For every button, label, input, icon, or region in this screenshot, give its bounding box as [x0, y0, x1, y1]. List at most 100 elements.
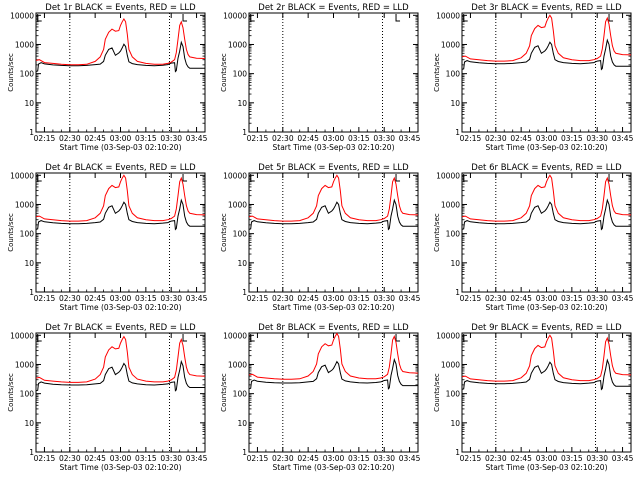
- x-tick-label: 02:45: [84, 294, 106, 303]
- x-axis-title: Start Time (03-Sep-03 02:10:20): [60, 303, 182, 312]
- lld-series-line: [35, 18, 206, 66]
- events-series-line: [35, 198, 205, 231]
- x-tick-label: 03:30: [373, 454, 395, 463]
- panel-title: Det 6r BLACK = Events, RED = LLD: [471, 163, 622, 173]
- corner-marker: [182, 334, 188, 342]
- x-tick-label: 02:45: [84, 454, 106, 463]
- lld-series-line: [248, 332, 419, 380]
- x-tick-label: 02:30: [59, 134, 81, 143]
- x-tick-label: 02:15: [460, 454, 482, 463]
- panel-7: Det 7r BLACK = Events, RED = LLD 1 10 100 10…: [7, 323, 208, 472]
- x-tick-label: 02:30: [485, 134, 507, 143]
- plot-frame: [35, 172, 206, 293]
- y-tick-label: 10: [450, 419, 460, 428]
- x-tick-label: 03:30: [160, 294, 182, 303]
- y-tick-label: 10: [24, 99, 34, 108]
- x-tick-label: 02:30: [59, 454, 81, 463]
- lld-series-line: [248, 174, 419, 222]
- y-tick-label: 10: [450, 99, 460, 108]
- x-tick-label: 02:15: [247, 454, 269, 463]
- corner-marker: [608, 174, 614, 182]
- y-tick-label: 1: [29, 288, 34, 297]
- x-tick-label: 03:15: [348, 294, 370, 303]
- panel-title: Det 4r BLACK = Events, RED = LLD: [45, 163, 196, 173]
- x-tick-label: 02:45: [510, 294, 532, 303]
- plot-frame: [35, 332, 206, 453]
- corner-marker: [37, 334, 42, 342]
- y-axis-title: Counts/sec: [7, 53, 15, 92]
- panel-2: Det 2r BLACK = Events, RED = LLD 1 10 100 10…: [220, 3, 421, 152]
- plot-frame: [248, 172, 419, 293]
- y-tick-label: 1: [455, 288, 460, 297]
- y-axis-title: Counts/sec: [220, 213, 228, 252]
- x-tick-label: 03:45: [399, 454, 421, 463]
- x-tick-label: 02:30: [485, 454, 507, 463]
- plot-frame: [248, 12, 419, 133]
- x-axis-title: Start Time (03-Sep-03 02:10:20): [273, 463, 395, 472]
- x-tick-label: 02:45: [297, 294, 319, 303]
- y-tick-label: 100: [446, 390, 461, 399]
- y-tick-label: 1: [242, 288, 247, 297]
- x-tick-label: 03:15: [135, 454, 157, 463]
- corner-marker: [182, 174, 188, 182]
- x-tick-label: 03:00: [536, 134, 558, 143]
- x-axis-title: Start Time (03-Sep-03 02:10:20): [486, 303, 608, 312]
- x-tick-label: 03:00: [110, 134, 132, 143]
- corner-marker: [608, 334, 614, 342]
- x-axis-title: Start Time (03-Sep-03 02:10:20): [60, 143, 182, 152]
- y-tick-label: 10: [24, 419, 34, 428]
- y-tick-label: 10000: [223, 11, 247, 20]
- y-tick-label: 10000: [223, 331, 247, 340]
- y-tick-label: 10000: [436, 171, 460, 180]
- x-tick-label: 03:45: [186, 134, 208, 143]
- y-tick-label: 1: [242, 128, 247, 137]
- x-tick-label: 03:15: [561, 454, 583, 463]
- corner-marker: [250, 14, 255, 22]
- x-tick-label: 03:00: [536, 294, 558, 303]
- y-tick-label: 10: [237, 419, 247, 428]
- events-series-line: [461, 358, 631, 391]
- x-tick-label: 03:45: [612, 294, 634, 303]
- y-axis-title: Counts/sec: [433, 213, 441, 252]
- x-tick-label: 03:30: [586, 294, 608, 303]
- panel-9: Det 9r BLACK = Events, RED = LLD 1 10 100 10…: [433, 323, 634, 472]
- y-axis-title: Counts/sec: [220, 53, 228, 92]
- x-tick-label: 02:15: [34, 134, 56, 143]
- x-tick-label: 03:00: [323, 454, 345, 463]
- y-tick-label: 1000: [441, 360, 460, 369]
- y-tick-label: 100: [233, 230, 248, 239]
- corner-marker: [37, 174, 42, 182]
- corner-marker: [250, 334, 255, 342]
- y-axis-title: Counts/sec: [7, 373, 15, 412]
- x-axis-title: Start Time (03-Sep-03 02:10:20): [486, 463, 608, 472]
- events-series-line: [248, 357, 418, 390]
- x-tick-label: 03:15: [561, 294, 583, 303]
- y-tick-label: 1: [242, 448, 247, 457]
- y-tick-label: 1000: [228, 40, 247, 49]
- x-tick-label: 03:00: [110, 454, 132, 463]
- x-tick-label: 02:30: [59, 294, 81, 303]
- events-series-line: [248, 198, 418, 231]
- x-tick-label: 02:45: [510, 454, 532, 463]
- x-tick-label: 02:15: [34, 454, 56, 463]
- panel-6: Det 6r BLACK = Events, RED = LLD 1 10 100 10…: [433, 163, 634, 312]
- y-tick-label: 1000: [15, 200, 34, 209]
- x-tick-label: 03:00: [323, 294, 345, 303]
- y-tick-label: 10: [237, 259, 247, 268]
- x-tick-label: 03:15: [135, 294, 157, 303]
- x-tick-label: 02:15: [460, 134, 482, 143]
- corner-marker: [250, 174, 255, 182]
- y-tick-label: 100: [20, 70, 35, 79]
- y-tick-label: 1000: [228, 360, 247, 369]
- x-tick-label: 03:30: [160, 454, 182, 463]
- x-axis-title: Start Time (03-Sep-03 02:10:20): [273, 143, 395, 152]
- x-tick-label: 02:45: [297, 454, 319, 463]
- y-axis-title: Counts/sec: [7, 213, 15, 252]
- plot-frame: [248, 332, 419, 453]
- lld-series-line: [35, 335, 206, 383]
- y-tick-label: 100: [20, 230, 35, 239]
- x-tick-label: 03:45: [186, 454, 208, 463]
- plot-frame: [461, 332, 632, 453]
- panel-title: Det 2r BLACK = Events, RED = LLD: [258, 3, 409, 13]
